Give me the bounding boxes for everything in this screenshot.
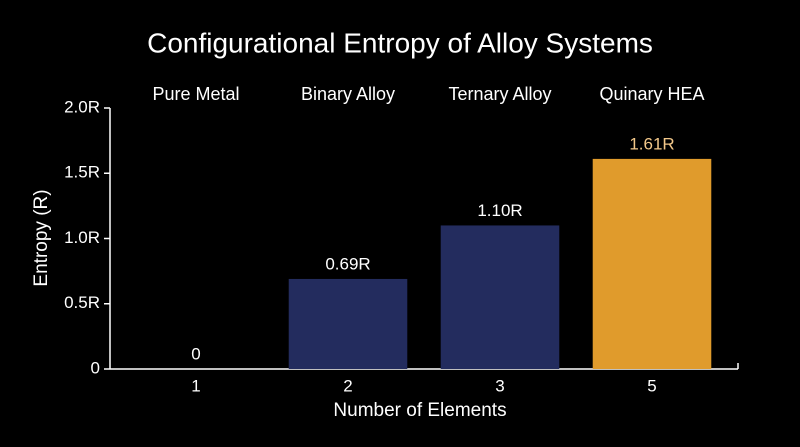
y-tick-label: 0 [91, 358, 100, 377]
y-tick-label: 2.0R [64, 97, 100, 116]
bar [288, 278, 408, 369]
group-label: Quinary HEA [599, 84, 704, 104]
x-tick-label: 2 [343, 376, 352, 395]
x-tick-label: 5 [647, 376, 656, 395]
group-label: Ternary Alloy [448, 84, 551, 104]
value-label: 0 [191, 344, 200, 363]
group-label: Binary Alloy [301, 84, 395, 104]
x-axis-label: Number of Elements [333, 400, 506, 421]
bar [592, 158, 712, 369]
group-label: Pure Metal [152, 84, 239, 104]
value-label: 1.61R [629, 134, 674, 153]
y-axis-label: Entropy (R) [31, 189, 52, 286]
value-label: 0.69R [325, 254, 370, 273]
bar [440, 225, 560, 369]
y-tick-label: 1.0R [64, 228, 100, 247]
y-tick-label: 0.5R [64, 293, 100, 312]
chart-title: Configurational Entropy of Alloy Systems [147, 27, 653, 58]
x-tick-label: 3 [495, 376, 504, 395]
x-tick-label: 1 [191, 376, 200, 395]
value-label: 1.10R [477, 201, 522, 220]
y-tick-label: 1.5R [64, 163, 100, 182]
